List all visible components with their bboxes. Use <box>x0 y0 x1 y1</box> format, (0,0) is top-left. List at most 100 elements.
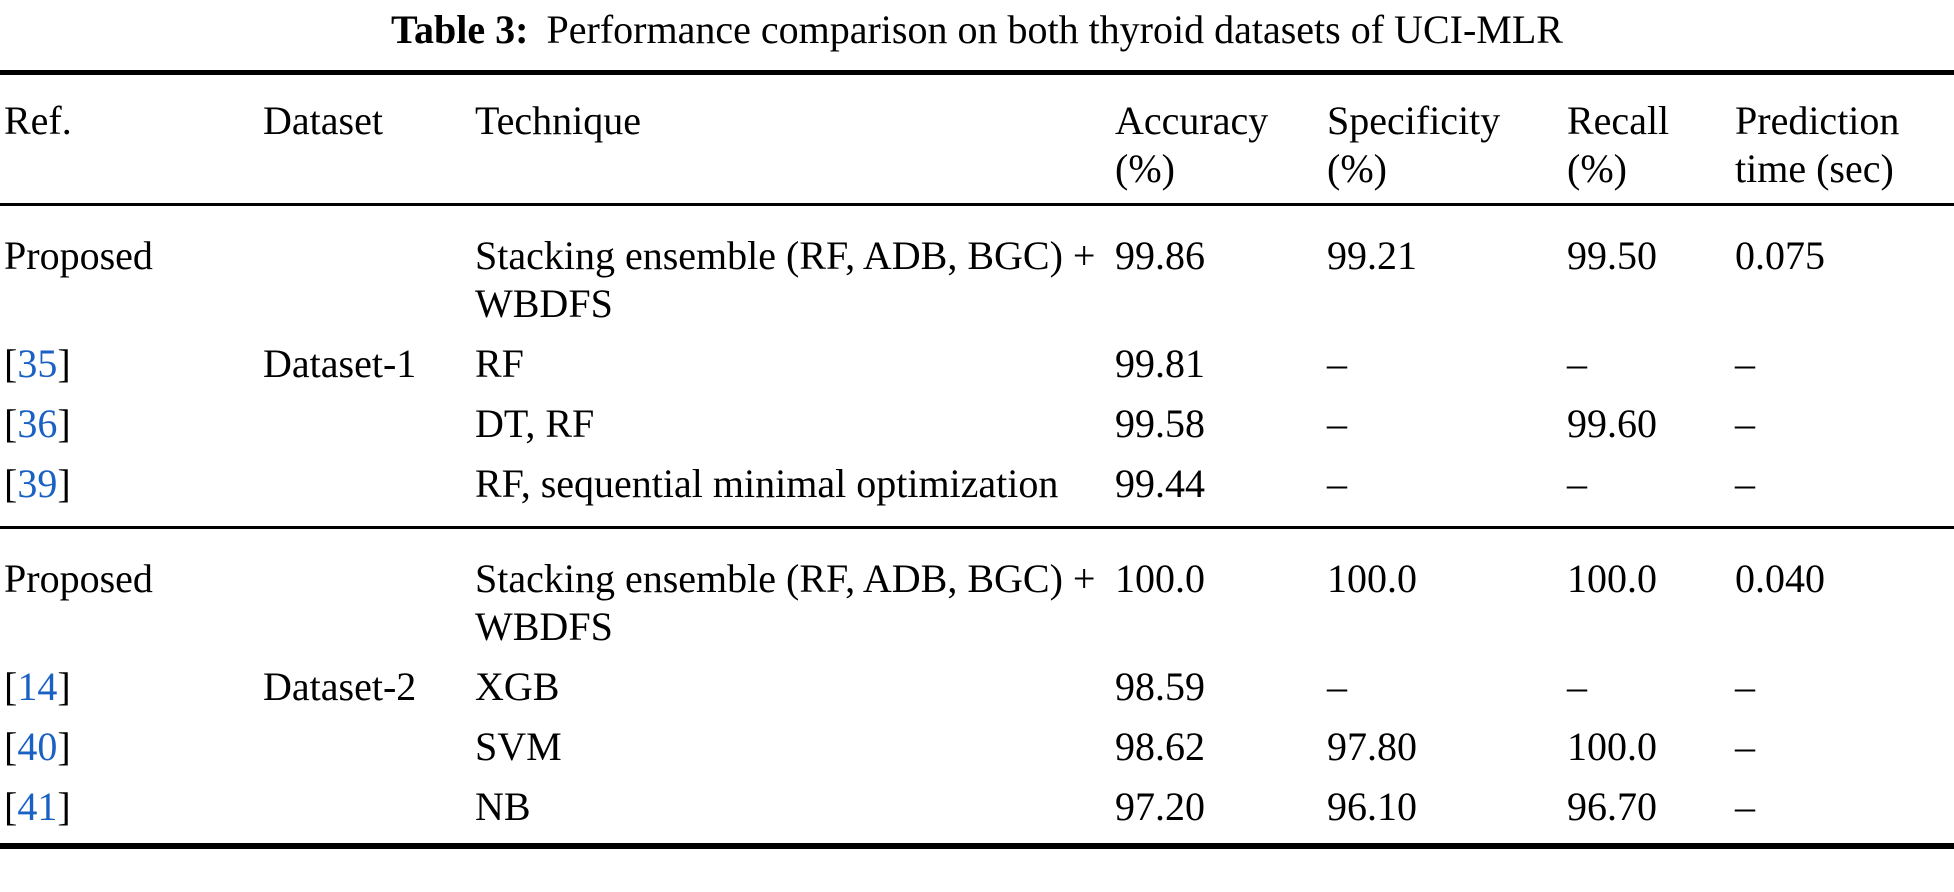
citation-close-bracket: ] <box>57 401 71 446</box>
cell-technique-value: RF <box>475 341 524 386</box>
citation-link[interactable]: 36 <box>17 401 58 446</box>
cell-specificity-value: – <box>1327 401 1347 446</box>
cell-specificity-value: 97.80 <box>1327 724 1417 769</box>
cell-accuracy: 97.20 <box>1115 774 1327 846</box>
cell-accuracy-value: 98.59 <box>1115 664 1205 709</box>
cell-prediction-time-value: – <box>1735 401 1755 446</box>
cell-specificity-value: – <box>1327 461 1347 506</box>
cell-accuracy-value: 99.81 <box>1115 341 1205 386</box>
cell-technique-value: SVM <box>475 724 562 769</box>
cell-ref: [40] <box>0 714 263 774</box>
table-row: Proposed Stacking ensemble (RF, ADB, BGC)… <box>0 528 1954 655</box>
cell-recall-value: 99.60 <box>1567 401 1657 446</box>
column-header-technique: Technique <box>475 72 1115 206</box>
citation-link[interactable]: 35 <box>17 341 58 386</box>
cell-technique: Stacking ensemble (RF, ADB, BGC) + WBDFS <box>475 528 1115 655</box>
cell-ref: [39] <box>0 451 263 529</box>
cell-recall-value: – <box>1567 341 1587 386</box>
cell-recall: 96.70 <box>1567 774 1735 846</box>
cell-specificity-value: 99.21 <box>1327 233 1417 278</box>
cell-recall-value: 100.0 <box>1567 556 1657 601</box>
cell-specificity-value: 96.10 <box>1327 784 1417 829</box>
cell-recall-value: 96.70 <box>1567 784 1657 829</box>
cell-ref: [41] <box>0 774 263 846</box>
cell-dataset <box>263 391 475 451</box>
citation-close-bracket: ] <box>57 724 71 769</box>
citation-link[interactable]: 14 <box>17 664 58 709</box>
column-header-dataset: Dataset <box>263 72 475 206</box>
cell-specificity: 100.0 <box>1327 528 1567 655</box>
cell-prediction-time: – <box>1735 774 1954 846</box>
cell-specificity: – <box>1327 331 1567 391</box>
cell-specificity: 99.21 <box>1327 205 1567 332</box>
citation-open-bracket: [ <box>4 664 18 709</box>
citation-open-bracket: [ <box>4 401 18 446</box>
cell-specificity: 97.80 <box>1327 714 1567 774</box>
cell-technique: RF <box>475 331 1115 391</box>
column-header-prediction-time: Prediction time (sec) <box>1735 72 1954 206</box>
cell-technique-value: RF, sequential minimal optimization <box>475 461 1059 506</box>
cell-prediction-time-value: – <box>1735 784 1755 829</box>
table-body-dataset-2: Proposed Stacking ensemble (RF, ADB, BGC)… <box>0 528 1954 847</box>
cell-technique: RF, sequential minimal optimization <box>475 451 1115 529</box>
cell-technique-value: Stacking ensemble (RF, ADB, BGC) + WBDFS <box>475 233 1096 326</box>
cell-technique-value: XGB <box>475 664 560 709</box>
citation-open-bracket: [ <box>4 784 18 829</box>
table-row: [35] Dataset-1 RF 99.81– – – <box>0 331 1954 391</box>
cell-prediction-time-value: – <box>1735 724 1755 769</box>
cell-technique: DT, RF <box>475 391 1115 451</box>
cell-recall-value: 99.50 <box>1567 233 1657 278</box>
cell-recall: – <box>1567 654 1735 714</box>
table-row: [40] SVM 98.62 97.80 100.0 – <box>0 714 1954 774</box>
column-header-ref: Ref. <box>0 72 263 206</box>
citation-link[interactable]: 40 <box>17 724 58 769</box>
cell-technique-value: Stacking ensemble (RF, ADB, BGC) + WBDFS <box>475 556 1096 649</box>
column-header-recall: Recall (%) <box>1567 72 1735 206</box>
cell-recall: – <box>1567 451 1735 529</box>
citation-close-bracket: ] <box>57 461 71 506</box>
cell-prediction-time: – <box>1735 391 1954 451</box>
cell-ref: [36] <box>0 391 263 451</box>
table-row: [36] DT, RF 99.58 – 99.60 – <box>0 391 1954 451</box>
cell-prediction-time: – <box>1735 331 1954 391</box>
cell-dataset <box>263 205 475 332</box>
cell-dataset: Dataset-2 <box>263 654 475 714</box>
column-header-accuracy: Accuracy (%) <box>1115 72 1327 206</box>
cell-recall: 100.0 <box>1567 714 1735 774</box>
cell-specificity-value: 100.0 <box>1327 556 1417 601</box>
cell-prediction-time: 0.075 <box>1735 205 1954 332</box>
cell-ref: Proposed <box>0 528 263 655</box>
cell-specificity-value: – <box>1327 341 1347 386</box>
cell-accuracy-value: 97.20 <box>1115 784 1205 829</box>
cell-specificity: – <box>1327 654 1567 714</box>
table-caption: Table 3: Performance comparison on both t… <box>0 0 1954 70</box>
table-body-dataset-1: Proposed Stacking ensemble (RF, ADB, BGC)… <box>0 205 1954 529</box>
cell-prediction-time: – <box>1735 714 1954 774</box>
cell-technique: NB <box>475 774 1115 846</box>
citation-close-bracket: ] <box>57 784 71 829</box>
cell-recall: 99.50 <box>1567 205 1735 332</box>
citation-link[interactable]: 39 <box>17 461 58 506</box>
cell-prediction-time: – <box>1735 451 1954 529</box>
cell-technique: SVM <box>475 714 1115 774</box>
cell-prediction-time: – <box>1735 654 1954 714</box>
cell-accuracy: 99.86 <box>1115 205 1327 332</box>
table-caption-label: Table 3: <box>391 7 529 52</box>
table-caption-text: Performance comparison on both thyroid d… <box>546 7 1563 52</box>
cell-recall: 99.60 <box>1567 391 1735 451</box>
table-header: Ref. Dataset Technique Accuracy (%) Spec… <box>0 72 1954 206</box>
citation-close-bracket: ] <box>57 664 71 709</box>
cell-dataset <box>263 774 475 846</box>
citation-link[interactable]: 41 <box>17 784 58 829</box>
cell-ref: [14] <box>0 654 263 714</box>
table-row: Proposed Stacking ensemble (RF, ADB, BGC)… <box>0 205 1954 332</box>
cell-ref: [35] <box>0 331 263 391</box>
cell-recall-value: 100.0 <box>1567 724 1657 769</box>
citation-close-bracket: ] <box>57 341 71 386</box>
cell-accuracy: 99.44 <box>1115 451 1327 529</box>
cell-accuracy: 98.62 <box>1115 714 1327 774</box>
cell-accuracy-value: 99.86 <box>1115 233 1205 278</box>
cell-accuracy-value: 100.0 <box>1115 556 1205 601</box>
cell-technique: XGB <box>475 654 1115 714</box>
